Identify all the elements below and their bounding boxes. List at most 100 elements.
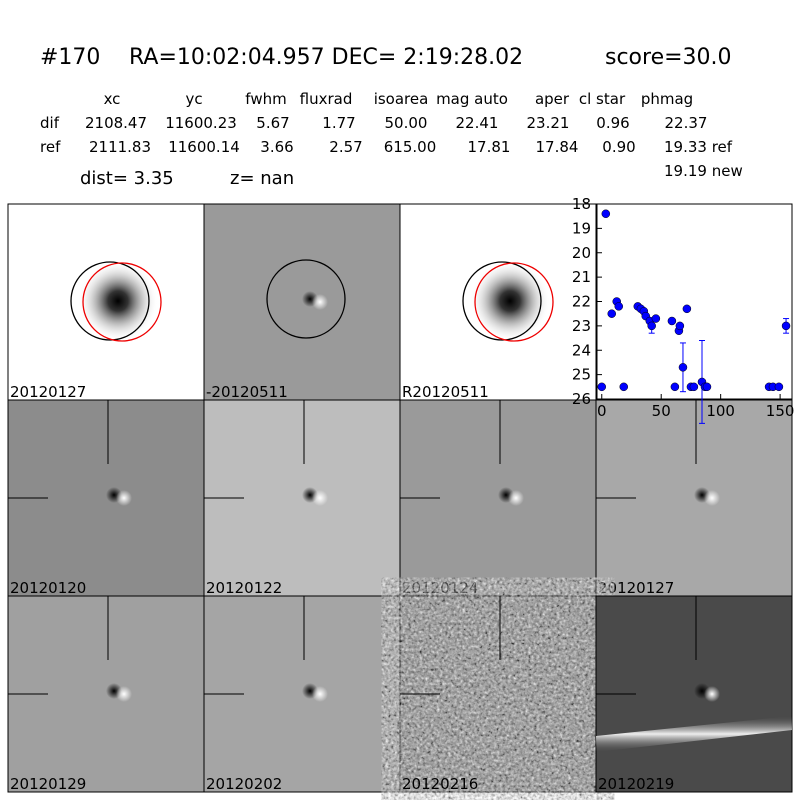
point: [647, 321, 656, 331]
table-cell: 22.37: [665, 114, 708, 132]
panel-label: -20120511: [206, 383, 288, 401]
y-tick-label: 26: [572, 390, 591, 408]
distance: dist= 3.35: [80, 168, 174, 189]
panel-label: 20120216: [402, 775, 478, 793]
image-panel: -20120511: [203, 203, 401, 401]
candidate-id: #170: [40, 45, 100, 70]
aperture: [70, 261, 150, 341]
table-cell: 11600.23: [165, 114, 237, 132]
column-header: aper: [535, 90, 570, 108]
column-header: fluxrad: [300, 90, 353, 108]
dipole-light: [508, 490, 524, 506]
panel-label: 20120120: [10, 579, 86, 597]
y-tick-label: 22: [572, 293, 591, 311]
point: [689, 382, 699, 392]
table-cell: 19.33 ref: [664, 138, 733, 156]
table-cell: 22.41: [456, 114, 499, 132]
x-tick-label: 0: [597, 402, 607, 420]
point: [597, 382, 607, 392]
dipole-light: [116, 490, 132, 506]
table-cell: 50.00: [385, 114, 428, 132]
redshift: z= nan: [230, 168, 294, 189]
point: [667, 316, 677, 326]
table-cell: 5.67: [256, 114, 289, 132]
table-cell: 11600.14: [168, 138, 240, 156]
x-tick-label: 150: [766, 402, 795, 420]
dipole-light: [312, 686, 328, 702]
panel-label: 20120127: [10, 383, 86, 401]
column-header: mag auto: [436, 90, 508, 108]
table-cell: 17.81: [468, 138, 511, 156]
aperture-ref: [82, 262, 162, 342]
y-tick-label: 18: [572, 195, 591, 213]
column-header: fwhm: [245, 90, 286, 108]
image-panel: 20120127: [595, 399, 793, 597]
aperture: [266, 259, 346, 339]
table-cell: 2108.47: [85, 114, 147, 132]
point: [678, 363, 688, 372]
y-tick-label: 24: [572, 341, 591, 359]
dipole-light: [312, 490, 328, 506]
image-panel: 20120202: [203, 595, 401, 793]
y-tick-label: 20: [572, 244, 591, 262]
panel-background: [595, 399, 793, 597]
y-tick-label: 23: [572, 317, 591, 335]
dipole-light: [312, 294, 328, 310]
point: [619, 382, 629, 392]
panel-label: R20120511: [402, 383, 489, 401]
panel-label: 20120127: [598, 579, 674, 597]
point: [614, 302, 624, 311]
table-cell: 17.84: [536, 138, 579, 156]
image-panel: 20120124: [399, 399, 597, 597]
panel-background: [203, 203, 401, 401]
x-tick-label: 100: [706, 402, 735, 420]
image-panel: 20120129: [7, 595, 205, 793]
image-panel: 20120219: [595, 595, 793, 793]
panel-label: 20120202: [206, 775, 282, 793]
score: score=30.0: [605, 45, 732, 70]
y-tick-label: 19: [572, 219, 591, 237]
table-cell: 2.57: [329, 138, 362, 156]
dipole-light: [704, 686, 720, 702]
table-cell: 0.90: [602, 138, 635, 156]
column-header: yc: [185, 90, 202, 108]
table-cell: 3.66: [260, 138, 293, 156]
panel-label: 20120124: [402, 579, 478, 597]
coordinates: RA=10:02:04.957 DEC= 2:19:28.02: [129, 45, 523, 70]
panel-label: 20120219: [598, 775, 674, 793]
image-panel: 20120120: [7, 399, 205, 597]
row-label: dif: [40, 114, 60, 132]
panel-label: 20120122: [206, 579, 282, 597]
point: [781, 321, 791, 331]
table-cell: 0.96: [596, 114, 629, 132]
x-tick-label: 50: [652, 402, 671, 420]
table-cell: 1.77: [322, 114, 355, 132]
point: [675, 321, 685, 331]
point: [670, 382, 680, 392]
table-cell: 615.00: [384, 138, 437, 156]
table-extra: 19.19 new: [664, 162, 743, 180]
y-tick-label: 21: [572, 268, 591, 286]
image-panel: R20120511: [399, 203, 597, 401]
column-header: isoarea: [374, 90, 429, 108]
dipole-light: [704, 490, 720, 506]
dipole-light: [116, 686, 132, 702]
table-cell: 2111.83: [89, 138, 151, 156]
y-tick-label: 25: [572, 366, 591, 384]
image-panel: 20120216: [399, 595, 597, 793]
table-cell: 23.21: [527, 114, 570, 132]
streak: [596, 716, 792, 752]
point: [601, 209, 611, 218]
aperture-ref: [474, 262, 554, 342]
psf: [470, 261, 550, 341]
point: [702, 382, 712, 392]
panel-label: 20120129: [10, 775, 86, 793]
point: [682, 304, 692, 314]
column-header: cl star: [579, 90, 626, 108]
point: [774, 382, 784, 392]
image-panel: 20120122: [203, 399, 401, 597]
point: [651, 314, 661, 323]
plot-area: [596, 203, 793, 400]
column-header: phmag: [641, 90, 693, 108]
psf: [78, 261, 158, 341]
